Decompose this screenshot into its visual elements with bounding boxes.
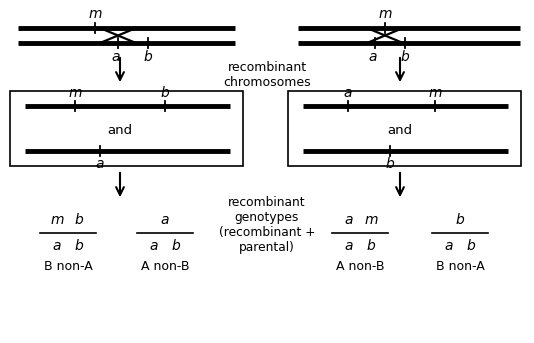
- Text: and: and: [107, 123, 132, 137]
- Text: a: a: [345, 239, 354, 253]
- Bar: [10, 91, 243, 166]
- Text: a: a: [53, 239, 61, 253]
- Text: b: b: [75, 213, 83, 227]
- Text: a: a: [112, 50, 120, 64]
- Text: a: a: [345, 213, 354, 227]
- Text: B non-A: B non-A: [44, 260, 92, 273]
- Text: b: b: [467, 239, 475, 253]
- Text: m: m: [428, 86, 442, 100]
- Text: a: a: [344, 86, 352, 100]
- Text: b: b: [400, 50, 410, 64]
- Bar: [288, 91, 521, 166]
- Text: A non-B: A non-B: [141, 260, 189, 273]
- Text: b: b: [144, 50, 152, 64]
- Text: recombinant
genotypes
(recombinant +
parental): recombinant genotypes (recombinant + par…: [219, 196, 315, 254]
- Text: B non-A: B non-A: [436, 260, 484, 273]
- Text: a: a: [369, 50, 377, 64]
- Text: m: m: [68, 86, 82, 100]
- Text: m: m: [378, 7, 392, 21]
- Text: a: a: [445, 239, 453, 253]
- Text: b: b: [171, 239, 180, 253]
- Text: a: a: [150, 239, 158, 253]
- Text: m: m: [364, 213, 378, 227]
- Text: a: a: [96, 157, 104, 171]
- Text: b: b: [386, 157, 395, 171]
- Text: b: b: [161, 86, 169, 100]
- Text: b: b: [367, 239, 375, 253]
- Text: b: b: [75, 239, 83, 253]
- Text: a: a: [161, 213, 169, 227]
- Text: recombinant
chromosomes: recombinant chromosomes: [223, 61, 311, 89]
- Text: m: m: [50, 213, 64, 227]
- Text: m: m: [88, 7, 102, 21]
- Text: b: b: [456, 213, 465, 227]
- Text: and: and: [388, 123, 413, 137]
- Text: A non-B: A non-B: [336, 260, 384, 273]
